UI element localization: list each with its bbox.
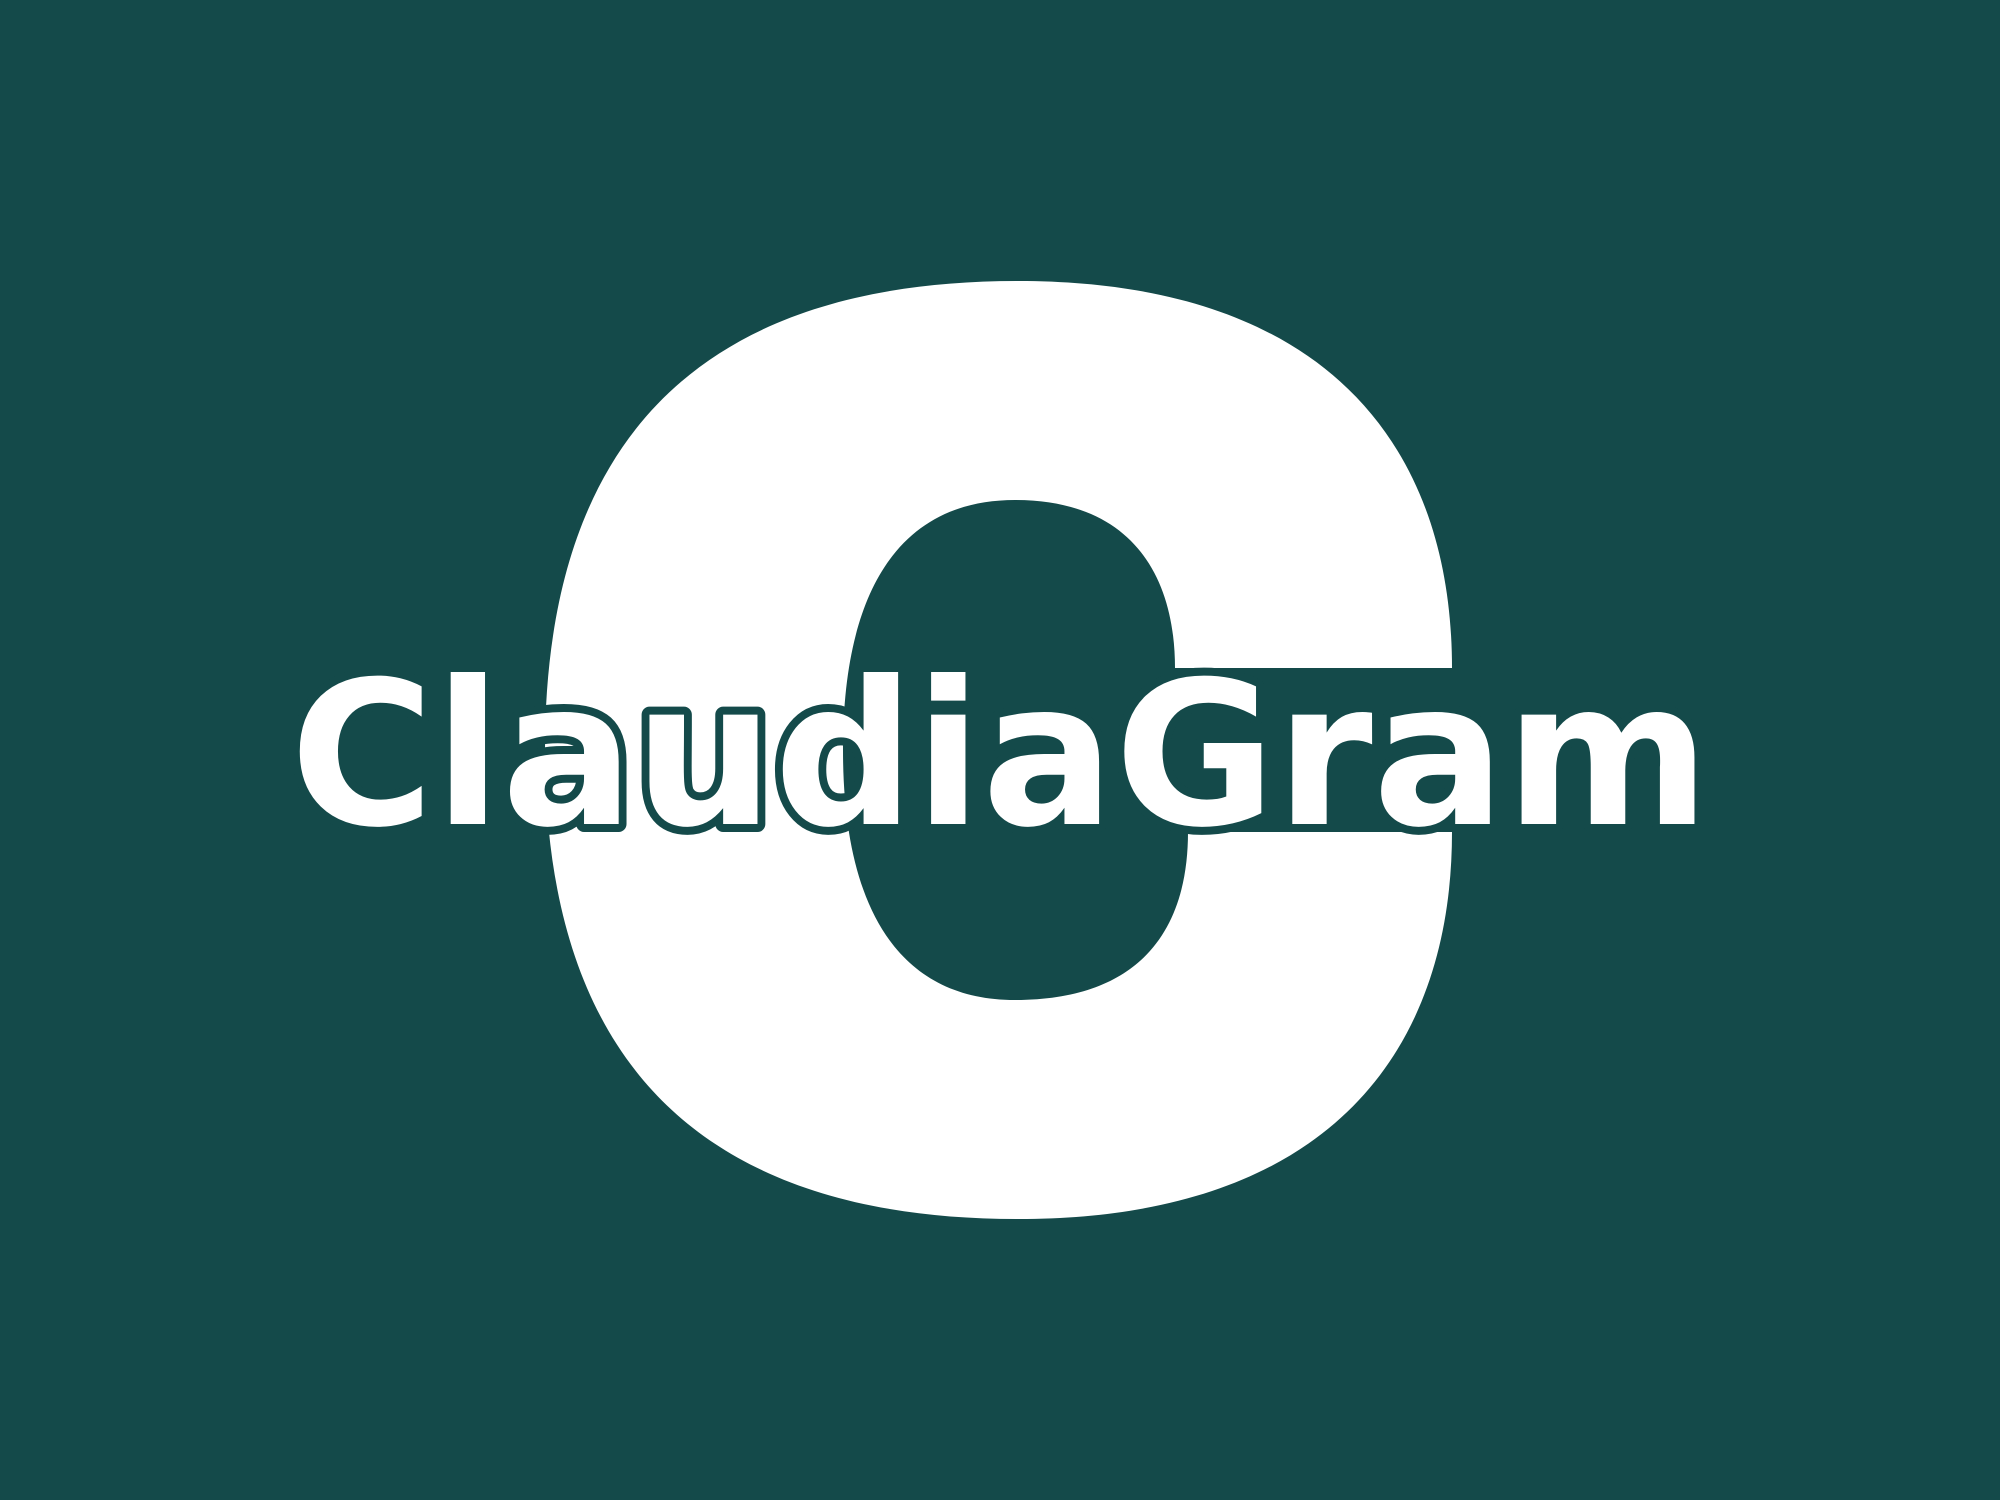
wordmark-part-end: iaGram [915, 639, 1710, 872]
wordmark: ClaudiaGram [290, 639, 1710, 872]
wordmark-part-outlined: ud [634, 639, 915, 872]
wordmark-part-start: Cla [290, 639, 634, 872]
monogram-c-shape [545, 281, 1452, 1219]
